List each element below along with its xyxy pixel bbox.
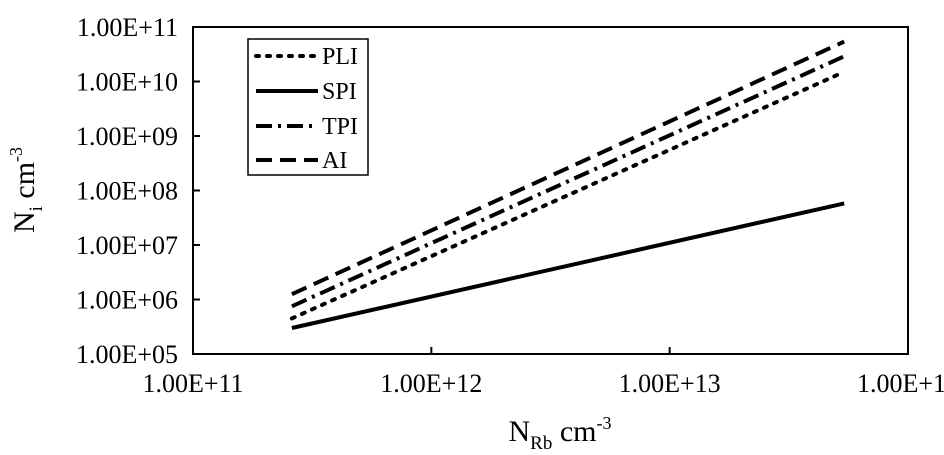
y-tick-label: 1.00E+07 [76, 231, 178, 260]
x-axis-title-main: N [508, 415, 530, 448]
x-tick-label: 1.00E+12 [380, 369, 482, 398]
legend-box [247, 38, 369, 176]
series-line-pli [289, 69, 847, 321]
x-tick-label: 1.00E+11 [142, 369, 243, 398]
legend-label-tpi: TPI [322, 114, 358, 140]
y-axis: 1.00E+05 1.00E+06 1.00E+07 1.00E+08 1.00E+09… [76, 13, 200, 369]
series-line-ai [291, 39, 846, 297]
y-axis-title-sup: -3 [6, 147, 26, 162]
y-tick-label: 1.00E+11 [77, 13, 178, 42]
series-lines [289, 39, 847, 330]
x-axis: 1.00E+11 1.00E+12 1.00E+13 1.00E+14 [142, 347, 944, 398]
y-tick-label: 1.00E+06 [76, 286, 178, 315]
legend: PLI SPI TPI AI [247, 38, 369, 176]
y-tick-label: 1.00E+10 [76, 68, 178, 97]
series-line-tpi [291, 54, 846, 309]
x-tick-label: 1.00E+13 [619, 369, 721, 398]
legend-label-spi: SPI [322, 79, 357, 105]
y-tick-label: 1.00E+09 [76, 122, 178, 151]
y-axis-title-unit: cm [8, 162, 41, 206]
y-tick-label: 1.00E+08 [76, 177, 178, 206]
y-axis-title-main: N [8, 211, 41, 233]
y-axis-title-sub: i [26, 206, 47, 211]
x-axis-title-sup: -3 [597, 413, 612, 433]
legend-items: PLI SPI TPI AI [254, 44, 358, 174]
x-axis-title: NRb cm-3 [508, 413, 611, 454]
legend-label-ai: AI [322, 148, 347, 174]
x-tick-label: 1.00E+14 [857, 369, 944, 398]
y-axis-title: Ni cm-3 [6, 147, 47, 233]
series-line-spi [291, 201, 845, 330]
legend-label-pli: PLI [322, 44, 358, 70]
y-tick-label: 1.00E+05 [76, 340, 178, 369]
x-axis-title-sub: Rb [530, 433, 552, 454]
x-axis-title-unit: cm [552, 415, 596, 448]
